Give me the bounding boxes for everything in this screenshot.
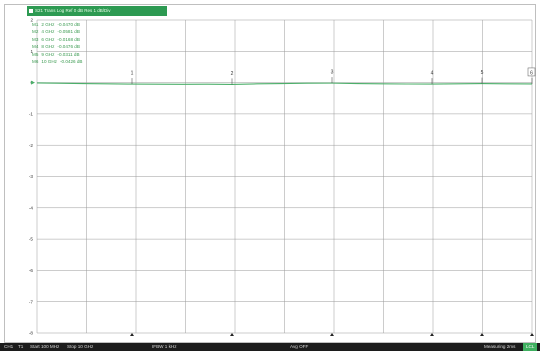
marker-name: M5 <box>32 51 39 57</box>
marker-freq: 2 GHz <box>41 22 55 27</box>
measuring-status: Measuring 2ms <box>484 344 516 349</box>
local-badge: LCL <box>523 343 538 351</box>
marker-label[interactable]: 1 <box>131 71 134 77</box>
y-tick-label: -5 <box>29 237 34 242</box>
y-tick-label: -8 <box>29 331 34 336</box>
y-tick-label: -3 <box>29 174 34 179</box>
marker-freq: 6 GHz <box>41 36 55 42</box>
y-tick-label: -1 <box>29 112 34 117</box>
marker-value: -0.0426 dB <box>59 59 83 65</box>
averaging-setting[interactable]: Avg OFF <box>290 344 309 349</box>
marker-row[interactable]: M6 10 GHz -0.0426 dB <box>32 58 85 65</box>
marker-name: M3 <box>32 36 39 42</box>
marker-position-triangle-icon[interactable] <box>430 333 434 336</box>
marker-table: M1 2 GHz -0.0470 dB M2 4 GHz -0.0581 dB M3 6 GH… <box>32 21 85 65</box>
marker-position-triangle-icon[interactable] <box>130 333 134 336</box>
marker-label[interactable]: 5 <box>481 70 484 76</box>
marker-value: -0.0311 dB <box>57 51 80 57</box>
y-tick-label: -6 <box>29 268 34 273</box>
marker-position-triangle-icon[interactable] <box>330 333 334 336</box>
y-tick-label: -2 <box>29 143 34 148</box>
y-tick-label: -4 <box>29 205 34 210</box>
y-tick-label: -7 <box>29 299 34 304</box>
marker-freq: 8 GHz <box>41 44 55 50</box>
marker-row[interactable]: M4 8 GHz -0.0476 dB <box>32 43 85 50</box>
marker-name: M6 <box>32 59 39 65</box>
chart-frame <box>4 4 536 343</box>
status-bar: CH1 T1 Start 100 MHz Stop 10 GHz IFBW 1 … <box>0 343 540 351</box>
marker-value: -0.0581 dB <box>57 29 80 35</box>
start-frequency[interactable]: Start 100 MHz <box>30 344 60 349</box>
reference-level-arrow-icon[interactable] <box>31 80 35 85</box>
channel-label[interactable]: CH1 <box>4 344 14 349</box>
marker-value: -0.0168 dB <box>57 36 80 42</box>
marker-row[interactable]: M5 9 GHz -0.0311 dB <box>32 51 85 58</box>
marker-name: M2 <box>32 29 39 35</box>
marker-row[interactable]: M1 2 GHz -0.0470 dB <box>32 21 85 28</box>
ifbw-setting[interactable]: IFBW 1 kHz <box>152 344 177 349</box>
marker-label[interactable]: 6 <box>530 70 533 76</box>
trace-color-swatch-icon <box>29 8 33 13</box>
marker-label[interactable]: 3 <box>331 70 334 76</box>
marker-value: -0.0470 dB <box>57 22 80 27</box>
marker-freq: 4 GHz <box>41 29 55 35</box>
marker-label[interactable]: 2 <box>231 71 234 77</box>
marker-freq: 9 GHz <box>41 51 55 57</box>
stop-frequency[interactable]: Stop 10 GHz <box>67 344 94 349</box>
marker-label[interactable]: 4 <box>431 71 434 77</box>
marker-name: M4 <box>32 44 39 50</box>
marker-row[interactable]: M3 6 GHz -0.0168 dB <box>32 36 85 43</box>
trace-title-text: S21 Trans Log Ref 0 dB Res 1 dB/Div <box>35 8 111 13</box>
marker-position-triangle-icon[interactable] <box>230 333 234 336</box>
marker-position-triangle-icon[interactable] <box>530 333 534 336</box>
trace-line-s21[interactable] <box>36 82 533 85</box>
trace-label[interactable]: T1 <box>18 344 24 349</box>
marker-freq: 10 GHz <box>41 59 57 65</box>
y-tick-label: 2 <box>30 18 33 23</box>
y-tick-label: 1 <box>30 49 33 54</box>
marker-value: -0.0476 dB <box>57 44 80 50</box>
trace-title-bar[interactable]: S21 Trans Log Ref 0 dB Res 1 dB/Div <box>27 6 167 16</box>
active-marker-box[interactable] <box>527 67 536 77</box>
marker-position-triangle-icon[interactable] <box>480 333 484 336</box>
marker-name: M1 <box>32 22 39 27</box>
marker-row[interactable]: M2 4 GHz -0.0581 dB <box>32 28 85 35</box>
